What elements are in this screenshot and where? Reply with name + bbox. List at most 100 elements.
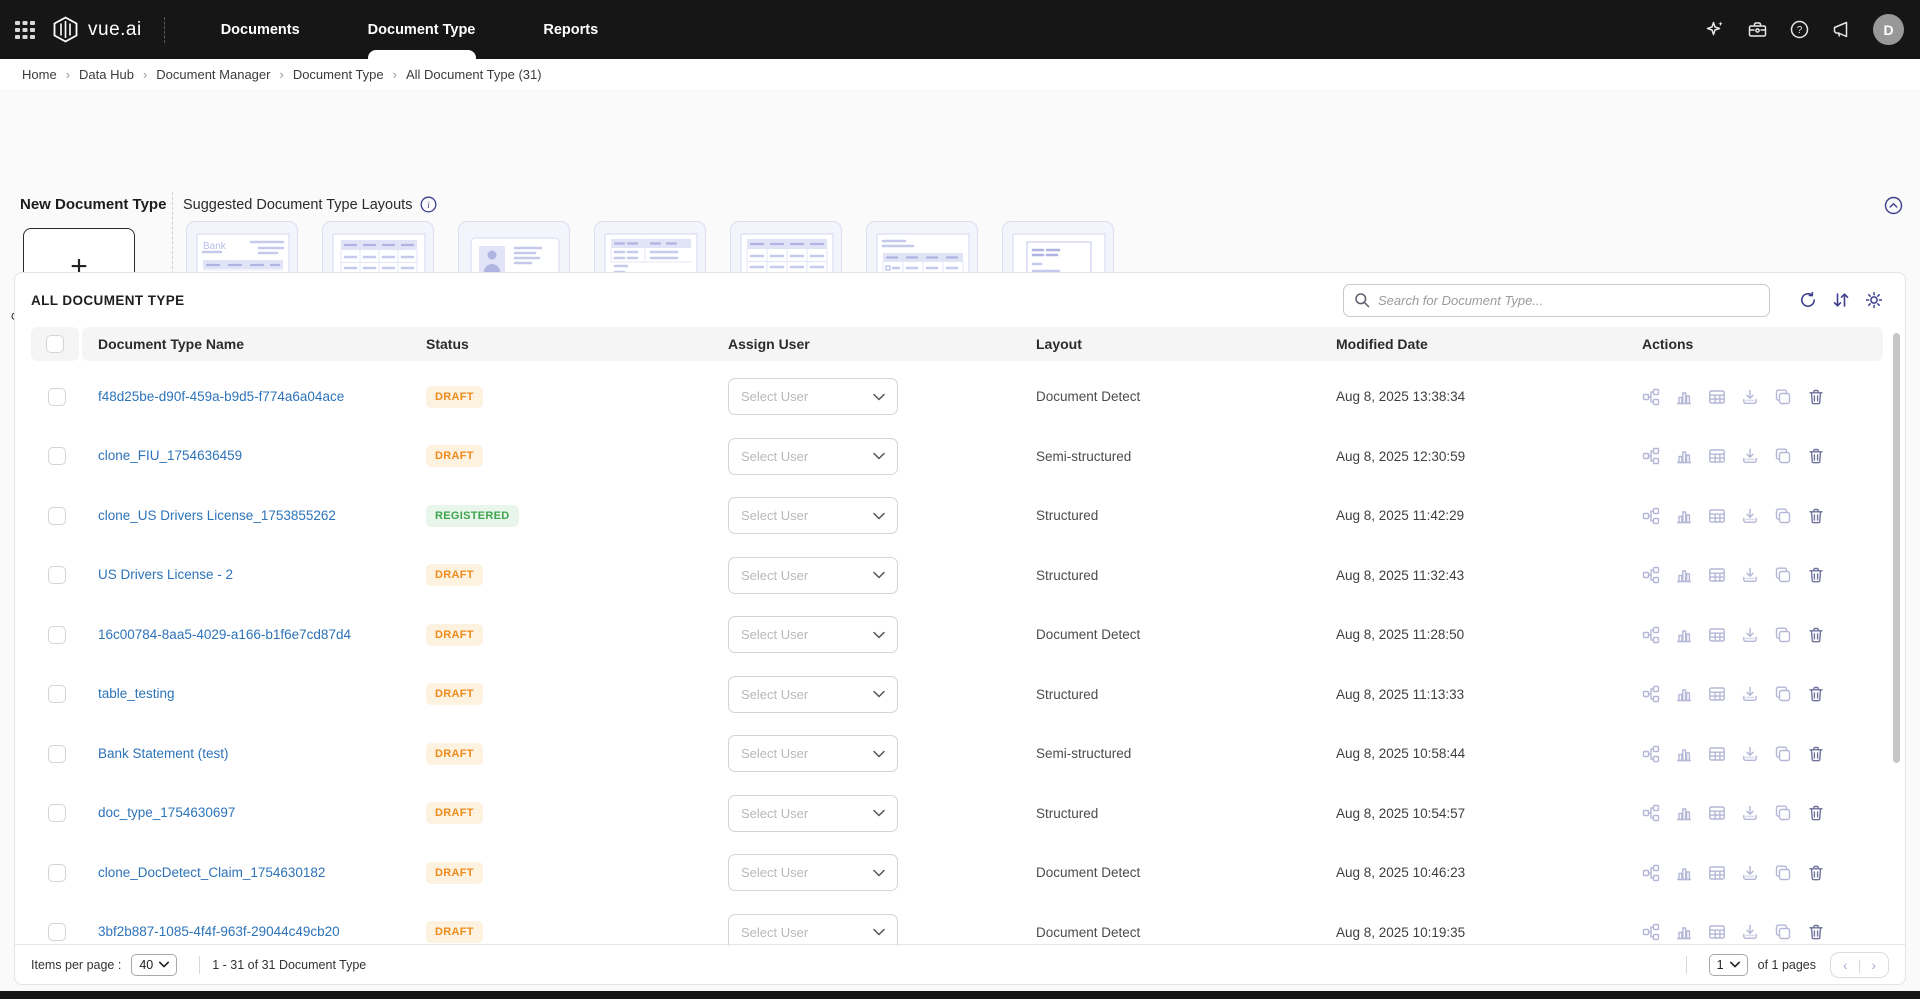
help-icon[interactable]: ? bbox=[1789, 19, 1810, 40]
workflow-icon[interactable] bbox=[1642, 864, 1660, 882]
delete-icon[interactable] bbox=[1807, 685, 1825, 703]
items-per-page-select[interactable]: 40 bbox=[131, 954, 177, 976]
document-type-link[interactable]: clone_US Drivers License_1753855262 bbox=[98, 508, 336, 523]
next-page-icon[interactable]: › bbox=[1871, 958, 1876, 972]
table-icon[interactable] bbox=[1708, 388, 1726, 406]
ai-assist-icon[interactable] bbox=[1705, 19, 1726, 40]
download-icon[interactable] bbox=[1741, 804, 1759, 822]
assign-user-select[interactable]: Select User bbox=[728, 676, 898, 713]
table-icon[interactable] bbox=[1708, 447, 1726, 465]
workflow-icon[interactable] bbox=[1642, 566, 1660, 584]
delete-icon[interactable] bbox=[1807, 923, 1825, 941]
brand-logo[interactable]: vue.ai bbox=[52, 16, 142, 43]
breadcrumb-data-hub[interactable]: Data Hub bbox=[79, 67, 134, 82]
delete-icon[interactable] bbox=[1807, 507, 1825, 525]
row-checkbox[interactable] bbox=[48, 388, 66, 406]
assign-user-select[interactable]: Select User bbox=[728, 795, 898, 832]
collapse-section-icon[interactable] bbox=[1884, 196, 1903, 215]
document-type-link[interactable]: 3bf2b887-1085-4f4f-963f-29044c49cb20 bbox=[98, 924, 340, 939]
delete-icon[interactable] bbox=[1807, 566, 1825, 584]
column-header-assign-user[interactable]: Assign User bbox=[728, 336, 1036, 352]
assign-user-select[interactable]: Select User bbox=[728, 497, 898, 534]
nav-item-document-type[interactable]: Document Type bbox=[334, 0, 510, 59]
table-icon[interactable] bbox=[1708, 864, 1726, 882]
column-header-name[interactable]: Document Type Name bbox=[98, 336, 426, 352]
nav-item-reports[interactable]: Reports bbox=[509, 0, 632, 59]
select-all-checkbox[interactable] bbox=[46, 335, 64, 353]
assign-user-select[interactable]: Select User bbox=[728, 378, 898, 415]
document-type-link[interactable]: doc_type_1754630697 bbox=[98, 805, 235, 820]
row-checkbox[interactable] bbox=[48, 864, 66, 882]
workflow-icon[interactable] bbox=[1642, 626, 1660, 644]
breadcrumb-document-manager[interactable]: Document Manager bbox=[156, 67, 270, 82]
row-checkbox[interactable] bbox=[48, 626, 66, 644]
assign-user-select[interactable]: Select User bbox=[728, 616, 898, 653]
assign-user-select[interactable]: Select User bbox=[728, 914, 898, 946]
copy-icon[interactable] bbox=[1774, 685, 1792, 703]
table-icon[interactable] bbox=[1708, 507, 1726, 525]
prev-page-icon[interactable]: ‹ bbox=[1843, 958, 1848, 972]
copy-icon[interactable] bbox=[1774, 447, 1792, 465]
table-icon[interactable] bbox=[1708, 626, 1726, 644]
document-type-link[interactable]: Bank Statement (test) bbox=[98, 746, 229, 761]
workflow-icon[interactable] bbox=[1642, 388, 1660, 406]
copy-icon[interactable] bbox=[1774, 507, 1792, 525]
download-icon[interactable] bbox=[1741, 507, 1759, 525]
copy-icon[interactable] bbox=[1774, 745, 1792, 763]
delete-icon[interactable] bbox=[1807, 626, 1825, 644]
row-checkbox[interactable] bbox=[48, 923, 66, 941]
analytics-icon[interactable] bbox=[1675, 566, 1693, 584]
analytics-icon[interactable] bbox=[1675, 388, 1693, 406]
workflow-icon[interactable] bbox=[1642, 923, 1660, 941]
copy-icon[interactable] bbox=[1774, 804, 1792, 822]
app-launcher-icon[interactable] bbox=[14, 19, 36, 41]
breadcrumb-document-type[interactable]: Document Type bbox=[293, 67, 384, 82]
announcement-icon[interactable] bbox=[1831, 19, 1852, 40]
download-icon[interactable] bbox=[1741, 566, 1759, 584]
document-type-link[interactable]: table_testing bbox=[98, 686, 175, 701]
table-icon[interactable] bbox=[1708, 804, 1726, 822]
analytics-icon[interactable] bbox=[1675, 745, 1693, 763]
download-icon[interactable] bbox=[1741, 745, 1759, 763]
download-icon[interactable] bbox=[1741, 447, 1759, 465]
download-icon[interactable] bbox=[1741, 864, 1759, 882]
workflow-icon[interactable] bbox=[1642, 804, 1660, 822]
analytics-icon[interactable] bbox=[1675, 507, 1693, 525]
analytics-icon[interactable] bbox=[1675, 626, 1693, 644]
row-checkbox[interactable] bbox=[48, 447, 66, 465]
breadcrumb-home[interactable]: Home bbox=[22, 67, 57, 82]
table-icon[interactable] bbox=[1708, 923, 1726, 941]
column-header-modified-date[interactable]: Modified Date bbox=[1336, 336, 1642, 352]
delete-icon[interactable] bbox=[1807, 388, 1825, 406]
row-checkbox[interactable] bbox=[48, 566, 66, 584]
table-icon[interactable] bbox=[1708, 566, 1726, 584]
analytics-icon[interactable] bbox=[1675, 864, 1693, 882]
table-scrollbar[interactable] bbox=[1893, 333, 1900, 763]
table-icon[interactable] bbox=[1708, 745, 1726, 763]
assign-user-select[interactable]: Select User bbox=[728, 854, 898, 891]
row-checkbox[interactable] bbox=[48, 507, 66, 525]
analytics-icon[interactable] bbox=[1675, 804, 1693, 822]
document-type-link[interactable]: 16c00784-8aa5-4029-a166-b1f6e7cd87d4 bbox=[98, 627, 351, 642]
copy-icon[interactable] bbox=[1774, 566, 1792, 584]
document-type-link[interactable]: f48d25be-d90f-459a-b9d5-f774a6a04ace bbox=[98, 389, 344, 404]
row-checkbox[interactable] bbox=[48, 685, 66, 703]
assign-user-select[interactable]: Select User bbox=[728, 557, 898, 594]
copy-icon[interactable] bbox=[1774, 388, 1792, 406]
download-icon[interactable] bbox=[1741, 923, 1759, 941]
download-icon[interactable] bbox=[1741, 388, 1759, 406]
document-type-link[interactable]: clone_FIU_1754636459 bbox=[98, 448, 242, 463]
workflow-icon[interactable] bbox=[1642, 745, 1660, 763]
analytics-icon[interactable] bbox=[1675, 447, 1693, 465]
copy-icon[interactable] bbox=[1774, 626, 1792, 644]
column-header-status[interactable]: Status bbox=[426, 336, 728, 352]
delete-icon[interactable] bbox=[1807, 447, 1825, 465]
row-checkbox[interactable] bbox=[48, 745, 66, 763]
page-select[interactable]: 1 bbox=[1709, 954, 1748, 976]
nav-item-documents[interactable]: Documents bbox=[187, 0, 334, 59]
settings-gear-icon[interactable] bbox=[1865, 291, 1883, 309]
row-checkbox[interactable] bbox=[48, 804, 66, 822]
assign-user-select[interactable]: Select User bbox=[728, 735, 898, 772]
toolbox-icon[interactable] bbox=[1747, 19, 1768, 40]
refresh-icon[interactable] bbox=[1799, 291, 1817, 309]
